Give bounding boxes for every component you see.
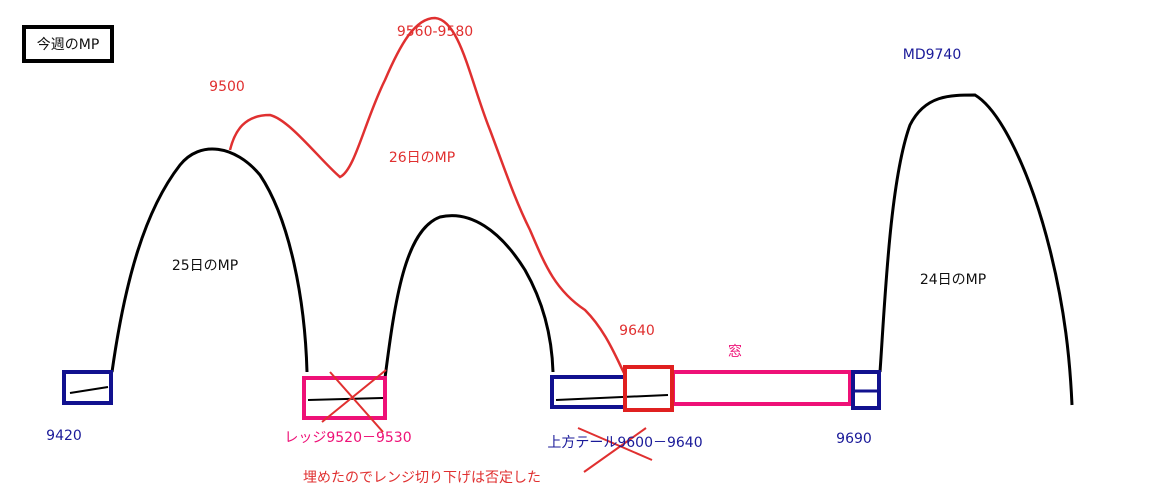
- window-box: [671, 370, 852, 406]
- title-box: [22, 25, 114, 63]
- stroke: [69, 386, 109, 394]
- label: 9500: [209, 79, 245, 95]
- profile-24: [878, 93, 1074, 406]
- label: MD9740: [903, 47, 962, 63]
- stroke: [307, 397, 384, 401]
- cross: [329, 371, 384, 433]
- label: レッジ9520－9530: [284, 430, 411, 446]
- label: 上方テール9600－9640: [547, 435, 702, 451]
- label: 9640: [619, 323, 655, 339]
- profile-26: [228, 16, 627, 376]
- profile-25: [110, 147, 309, 373]
- label: 窓: [728, 343, 742, 360]
- label: 9560-9580: [397, 24, 473, 40]
- label: 9420: [46, 428, 82, 444]
- ledge-box: [302, 376, 387, 420]
- box-9420: [62, 370, 113, 405]
- label: 埋めたのでレンジ切り下げは否定した: [303, 470, 541, 486]
- cross: [577, 427, 653, 461]
- profile-26-lower: [383, 214, 555, 379]
- title: 今週のMP: [37, 37, 100, 53]
- box-9640: [623, 365, 674, 412]
- label: 25日のMP: [172, 258, 238, 274]
- tail-box: [550, 375, 627, 409]
- cross: [583, 427, 647, 473]
- stroke: [555, 394, 669, 401]
- cross: [321, 369, 387, 423]
- label: 26日のMP: [389, 150, 455, 166]
- label: 9690: [836, 431, 872, 447]
- label: 24日のMP: [920, 272, 986, 288]
